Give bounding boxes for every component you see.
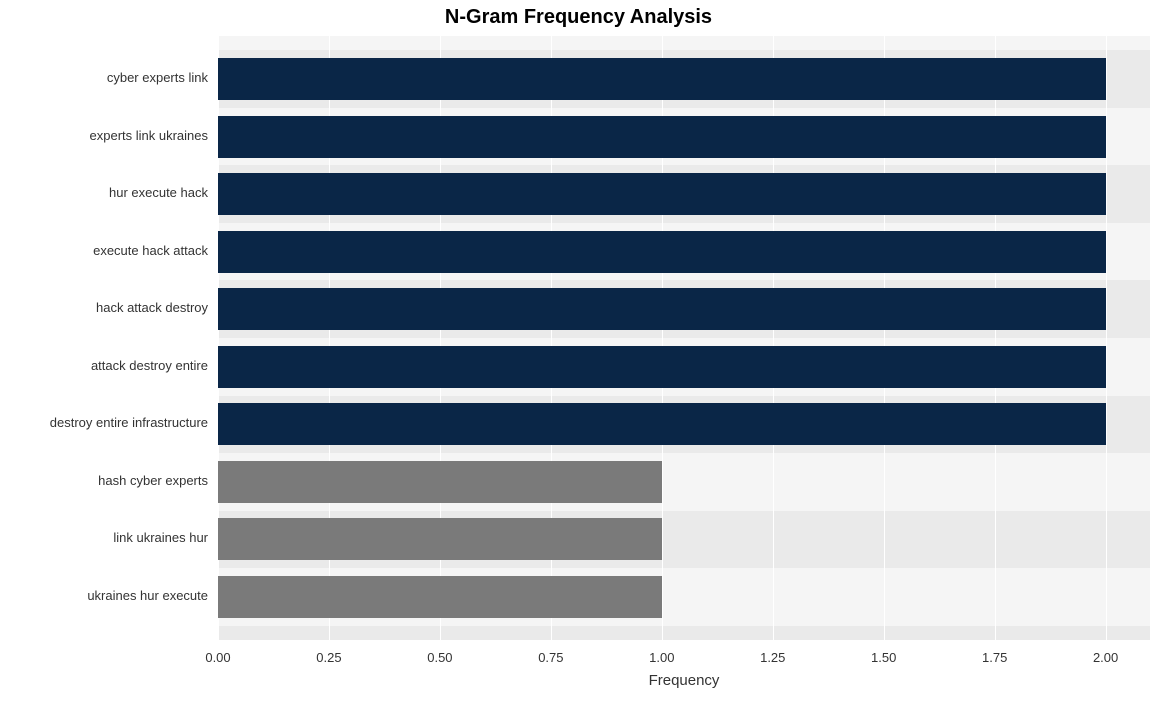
y-tick-label: link ukraines hur (0, 530, 214, 545)
bar (218, 116, 1106, 158)
plot-band (218, 626, 1150, 640)
y-tick-label: hur execute hack (0, 185, 214, 200)
bar (218, 461, 662, 503)
y-tick-label: experts link ukraines (0, 128, 214, 143)
y-tick-label: hash cyber experts (0, 473, 214, 488)
bar (218, 518, 662, 560)
bar (218, 288, 1106, 330)
bar (218, 58, 1106, 100)
x-axis-label: Frequency (218, 672, 1150, 689)
x-gridline (1106, 36, 1107, 640)
y-tick-label: execute hack attack (0, 243, 214, 258)
bar (218, 576, 662, 618)
chart-title: N-Gram Frequency Analysis (0, 6, 1157, 29)
x-tick-label: 0.25 (316, 650, 341, 665)
x-tick-label: 1.75 (982, 650, 1007, 665)
y-tick-label: hack attack destroy (0, 300, 214, 315)
ngram-frequency-chart: N-Gram Frequency Analysis Frequency cybe… (0, 0, 1157, 701)
y-tick-label: destroy entire infrastructure (0, 415, 214, 430)
x-tick-label: 0.50 (427, 650, 452, 665)
x-tick-label: 1.25 (760, 650, 785, 665)
y-tick-label: ukraines hur execute (0, 588, 214, 603)
x-tick-label: 0.00 (205, 650, 230, 665)
y-tick-label: attack destroy entire (0, 358, 214, 373)
plot-area (218, 36, 1150, 640)
x-tick-label: 2.00 (1093, 650, 1118, 665)
bar (218, 403, 1106, 445)
bar (218, 346, 1106, 388)
x-tick-label: 1.00 (649, 650, 674, 665)
plot-band (218, 36, 1150, 50)
bar (218, 173, 1106, 215)
bar (218, 231, 1106, 273)
x-tick-label: 1.50 (871, 650, 896, 665)
x-tick-label: 0.75 (538, 650, 563, 665)
y-tick-label: cyber experts link (0, 70, 214, 85)
